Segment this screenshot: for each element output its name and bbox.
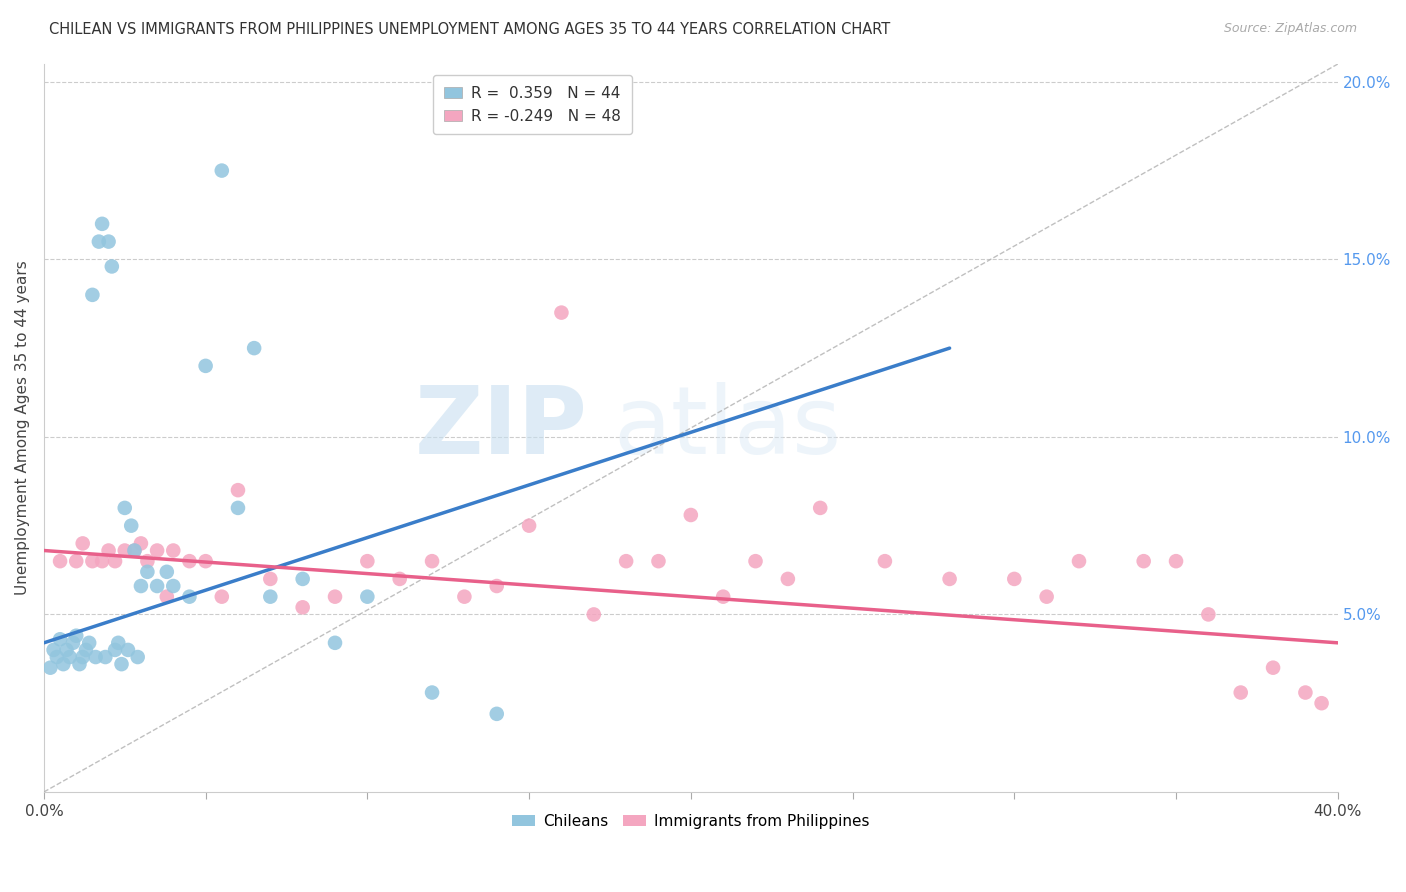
Point — [104, 643, 127, 657]
Point — [744, 554, 766, 568]
Point — [485, 579, 508, 593]
Point — [1132, 554, 1154, 568]
Point — [97, 543, 120, 558]
Text: Source: ZipAtlas.com: Source: ZipAtlas.com — [1223, 22, 1357, 36]
Point — [1002, 572, 1025, 586]
Point — [582, 607, 605, 622]
Point — [1294, 685, 1316, 699]
Point — [194, 359, 217, 373]
Text: CHILEAN VS IMMIGRANTS FROM PHILIPPINES UNEMPLOYMENT AMONG AGES 35 TO 44 YEARS CO: CHILEAN VS IMMIGRANTS FROM PHILIPPINES U… — [49, 22, 890, 37]
Point — [323, 590, 346, 604]
Point — [94, 650, 117, 665]
Point — [291, 600, 314, 615]
Point — [226, 483, 249, 497]
Point — [614, 554, 637, 568]
Point — [62, 636, 84, 650]
Point — [1067, 554, 1090, 568]
Point — [82, 288, 104, 302]
Point — [179, 554, 201, 568]
Point — [39, 661, 62, 675]
Point — [136, 565, 159, 579]
Point — [162, 543, 184, 558]
Point — [72, 650, 94, 665]
Point — [129, 536, 152, 550]
Point — [420, 685, 443, 699]
Point — [711, 590, 734, 604]
Point — [211, 590, 233, 604]
Point — [129, 579, 152, 593]
Point — [291, 572, 314, 586]
Point — [938, 572, 960, 586]
Point — [179, 590, 201, 604]
Point — [114, 543, 136, 558]
Point — [146, 543, 169, 558]
Point — [388, 572, 411, 586]
Point — [52, 657, 75, 672]
Point — [776, 572, 799, 586]
Point — [45, 650, 67, 665]
Text: atlas: atlas — [613, 382, 841, 474]
Point — [75, 643, 97, 657]
Point — [550, 305, 572, 319]
Point — [97, 235, 120, 249]
Point — [107, 636, 129, 650]
Point — [1261, 661, 1284, 675]
Point — [156, 565, 179, 579]
Point — [356, 554, 378, 568]
Point — [647, 554, 669, 568]
Point — [84, 650, 107, 665]
Point — [65, 554, 87, 568]
Point — [420, 554, 443, 568]
Point — [49, 632, 72, 647]
Point — [485, 706, 508, 721]
Point — [517, 518, 540, 533]
Legend: Chileans, Immigrants from Philippines: Chileans, Immigrants from Philippines — [506, 808, 876, 835]
Point — [323, 636, 346, 650]
Point — [1197, 607, 1219, 622]
Point — [1035, 590, 1057, 604]
Point — [259, 572, 281, 586]
Point — [259, 590, 281, 604]
Point — [211, 163, 233, 178]
Point — [124, 543, 146, 558]
Point — [194, 554, 217, 568]
Point — [77, 636, 100, 650]
Point — [356, 590, 378, 604]
Point — [1164, 554, 1187, 568]
Point — [49, 554, 72, 568]
Point — [59, 650, 82, 665]
Point — [226, 500, 249, 515]
Point — [91, 554, 114, 568]
Point — [42, 643, 65, 657]
Point — [110, 657, 132, 672]
Point — [679, 508, 702, 522]
Point — [65, 629, 87, 643]
Point — [120, 518, 142, 533]
Point — [873, 554, 896, 568]
Point — [808, 500, 831, 515]
Point — [87, 235, 110, 249]
Point — [453, 590, 475, 604]
Point — [69, 657, 91, 672]
Text: ZIP: ZIP — [415, 382, 588, 474]
Point — [1310, 696, 1333, 710]
Point — [117, 643, 139, 657]
Point — [127, 650, 149, 665]
Point — [114, 500, 136, 515]
Point — [55, 643, 77, 657]
Point — [104, 554, 127, 568]
Point — [101, 260, 124, 274]
Point — [82, 554, 104, 568]
Point — [136, 554, 159, 568]
Point — [156, 590, 179, 604]
Point — [162, 579, 184, 593]
Point — [91, 217, 114, 231]
Point — [72, 536, 94, 550]
Point — [124, 543, 146, 558]
Point — [146, 579, 169, 593]
Point — [1229, 685, 1251, 699]
Point — [243, 341, 266, 355]
Y-axis label: Unemployment Among Ages 35 to 44 years: Unemployment Among Ages 35 to 44 years — [15, 260, 30, 595]
